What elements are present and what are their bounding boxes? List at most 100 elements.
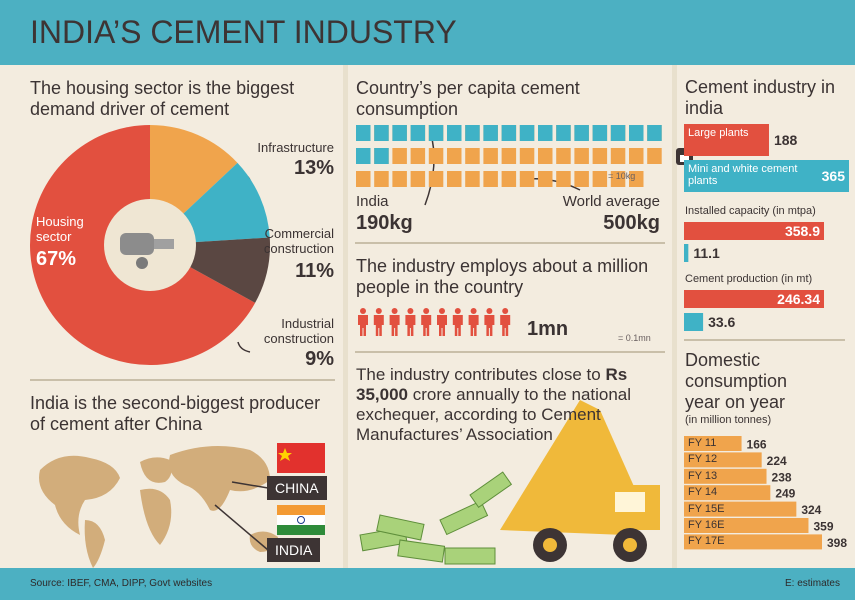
unit-square: [447, 125, 462, 141]
unit-square: [483, 148, 498, 164]
person-body: [437, 315, 447, 336]
person-head: [502, 308, 509, 314]
chart-title: Country’s per capita cement consumption: [356, 78, 580, 119]
pie-label: Infrastructure: [257, 140, 334, 155]
pie-value: 11%: [295, 260, 334, 282]
unit-square: [610, 148, 626, 164]
text: crore annually to the national exchequer…: [356, 385, 632, 444]
unit-legend: = 10kg: [608, 171, 636, 181]
unit-square: [465, 125, 480, 141]
world-map: [39, 446, 278, 568]
india-flag: [277, 505, 325, 535]
pointer: [231, 481, 269, 489]
pointer: [214, 504, 269, 551]
bar: [684, 468, 767, 484]
truck-illustration: [500, 400, 660, 562]
unit-square: [647, 125, 662, 141]
bar: [684, 436, 742, 451]
bar: [684, 452, 762, 468]
pie-value: 9%: [305, 348, 334, 370]
pointer: [237, 341, 251, 353]
unit-square: [392, 171, 407, 187]
series-name: India: [356, 193, 389, 210]
unit-square: [447, 171, 462, 187]
unit-square: [392, 148, 407, 164]
bar-label: FY 13: [688, 469, 718, 482]
unit-square: [519, 171, 535, 187]
person-body: [468, 315, 479, 336]
unit-square: [556, 125, 571, 141]
person-body: [421, 315, 432, 336]
pictogram-value: 1mn: [527, 318, 569, 340]
person-head: [407, 308, 414, 314]
unit-square: [629, 125, 644, 141]
person-body: [500, 315, 511, 336]
mixer-icon: [136, 257, 148, 269]
pictogram-series: [356, 125, 662, 164]
page-title: INDIA’S CEMENT INDUSTRY: [30, 14, 457, 50]
bar-value: 249: [775, 487, 795, 501]
bar-label: FY 17E: [688, 535, 725, 548]
unit-square: [556, 148, 571, 164]
footer-band: [0, 568, 855, 600]
unit-square: [629, 148, 644, 164]
chart-title: Installed capacity (in mtpa): [685, 205, 816, 217]
bar-label: FY 12: [688, 453, 718, 466]
unit-square: [519, 148, 535, 164]
person-body: [484, 315, 495, 336]
unit-square: [428, 148, 444, 164]
text: The industry contributes close to: [356, 365, 606, 384]
unit-square: [501, 125, 517, 141]
unit-square: [483, 125, 498, 141]
bar-label: FY 14: [688, 486, 718, 499]
unit-square: [447, 148, 462, 164]
money-illustration: [359, 471, 513, 565]
chart-title: The housing sector is the biggest demand…: [30, 78, 295, 119]
chart-subtitle: (in million tonnes): [685, 414, 772, 426]
chart-title: Cement industry in india: [685, 77, 836, 118]
bar: [684, 222, 824, 240]
unit-square: [392, 125, 407, 141]
bar-value: 398: [827, 536, 847, 550]
mixer-icon: [120, 233, 154, 255]
unit-square: [501, 171, 517, 187]
source: Source: IBEF, CMA, DIPP, Govt websites: [30, 578, 213, 589]
bar-value: 238: [772, 470, 792, 484]
contribution-text: The industry contributes close to Rs 35,…: [356, 365, 656, 445]
bar-value: 166: [747, 438, 767, 452]
unit-square: [465, 171, 480, 187]
chart-title: Cement production (in mt): [685, 273, 813, 285]
person-body: [358, 315, 368, 336]
bar: [684, 534, 822, 550]
person-body: [405, 315, 416, 336]
unit-square: [592, 171, 608, 187]
unit-square: [647, 148, 662, 164]
unit-square: [538, 125, 553, 141]
bar-value: 246.34: [777, 291, 820, 307]
person-head: [391, 308, 398, 314]
unit-square: [592, 125, 608, 141]
unit-square: [610, 171, 626, 187]
pie-value: 13%: [293, 157, 334, 179]
person-head: [439, 308, 445, 314]
unit-square: [356, 171, 371, 187]
unit-square: [428, 125, 444, 141]
china-flag: [277, 443, 325, 473]
bar-value: 188: [774, 132, 798, 148]
unit-square: [538, 171, 553, 187]
unit-square: [501, 148, 517, 164]
unit-square: [574, 171, 589, 187]
pie-label: Industrial construction: [263, 316, 334, 346]
bar-value: 365: [822, 168, 846, 184]
bar-label: FY 15E: [688, 502, 725, 515]
bar-label: Mini and white cement plants: [688, 163, 798, 187]
person-head: [360, 308, 366, 314]
unit-square: [410, 125, 426, 141]
bar: [684, 160, 849, 192]
series-name: World average: [562, 193, 660, 210]
bar: [684, 501, 797, 517]
series-value: 500kg: [603, 212, 660, 234]
pie-value: 67%: [36, 248, 77, 270]
